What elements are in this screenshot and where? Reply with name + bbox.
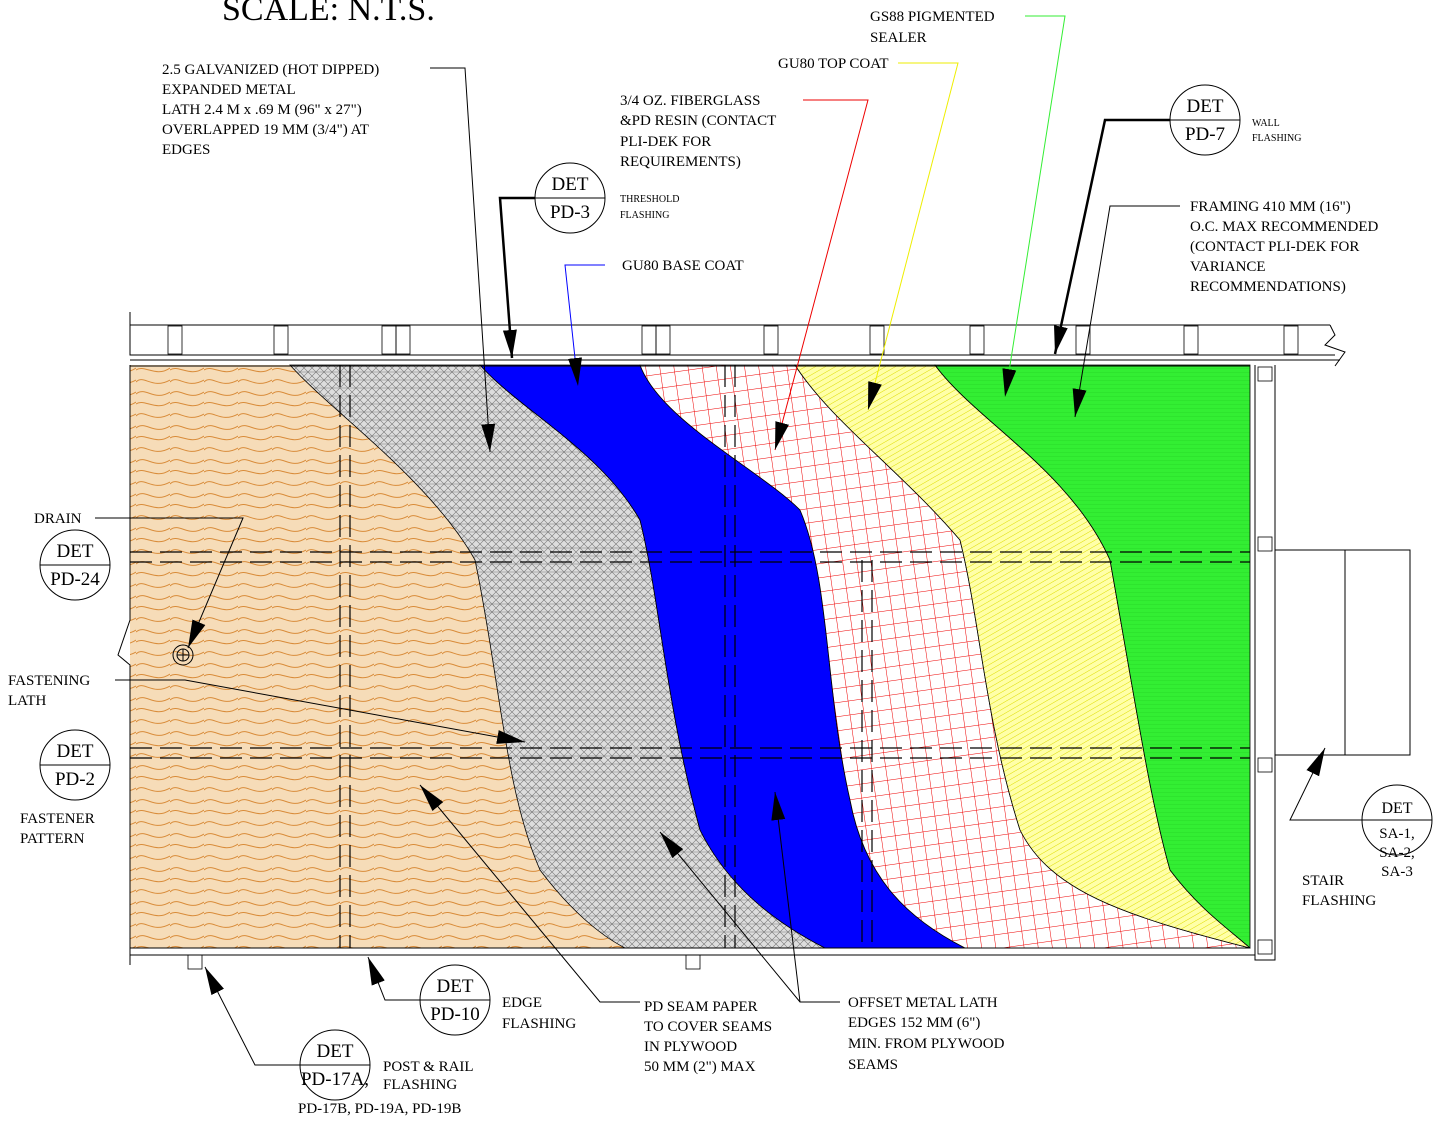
- det: DET: [437, 976, 474, 997]
- det-note: FLASHING: [1252, 133, 1301, 144]
- label: PATTERN: [20, 831, 85, 847]
- label: EDGES 152 MM (6"): [848, 1015, 980, 1031]
- det-ref: PD-3: [550, 202, 590, 223]
- det: DET: [57, 541, 94, 562]
- label: GU80 TOP COAT: [778, 56, 889, 72]
- label: GU80 BASE COAT: [622, 258, 744, 274]
- det: DET: [317, 1041, 354, 1062]
- det: DET: [1381, 800, 1412, 817]
- label: &PD RESIN (CONTACT: [620, 113, 776, 129]
- label: FASTENING: [8, 673, 90, 689]
- label: RECOMMENDATIONS): [1190, 279, 1346, 295]
- label: FLASHING: [502, 1016, 576, 1032]
- label: FLASHING: [1302, 893, 1376, 909]
- label: O.C. MAX RECOMMENDED: [1190, 219, 1379, 235]
- label: SEALER: [870, 30, 927, 46]
- det-ref: PD-24: [50, 569, 100, 590]
- label: EDGE: [502, 995, 542, 1011]
- det-ref: SA-1,: [1379, 826, 1414, 842]
- det-ref: SA-2,: [1379, 845, 1414, 861]
- label: REQUIREMENTS): [620, 154, 741, 170]
- det: DET: [57, 741, 94, 762]
- label: 2.5 GALVANIZED (HOT DIPPED): [162, 62, 379, 78]
- det-ref: PD-2: [55, 769, 95, 790]
- page: SCALE: N.T.S. 2.5 GALVANIZED (HOT DIPPED…: [0, 0, 1433, 1122]
- label: PD SEAM PAPER: [644, 999, 758, 1015]
- drawing: SCALE: N.T.S. 2.5 GALVANIZED (HOT DIPPED…: [0, 0, 1433, 1122]
- scale-title: SCALE: N.T.S.: [222, 0, 435, 28]
- label: FRAMING 410 MM (16"): [1190, 199, 1351, 215]
- deck-layers: [130, 365, 1250, 948]
- label: VARIANCE: [1190, 259, 1266, 275]
- det-note: THRESHOLD: [620, 194, 679, 205]
- label: 3/4 OZ. FIBERGLASS: [620, 93, 760, 109]
- label: LATH: [8, 693, 46, 709]
- label: PLI-DEK FOR: [620, 134, 711, 150]
- label: PD-17B, PD-19A, PD-19B: [298, 1101, 461, 1117]
- label: LATH 2.4 M x .69 M (96" x 27"): [162, 102, 362, 118]
- label: 50 MM (2") MAX: [644, 1059, 756, 1075]
- det-note: WALL: [1252, 118, 1280, 129]
- label: FASTENER: [20, 811, 95, 827]
- det-ref: PD-10: [430, 1004, 480, 1025]
- label: TO COVER SEAMS: [644, 1019, 772, 1035]
- label: (CONTACT PLI-DEK FOR: [1190, 239, 1359, 255]
- label: EDGES: [162, 142, 210, 158]
- label: STAIR: [1302, 873, 1344, 889]
- det-ref: PD-7: [1185, 124, 1225, 145]
- label: SEAMS: [848, 1057, 898, 1073]
- det-note: FLASHING: [620, 210, 669, 221]
- label: OFFSET METAL LATH: [848, 995, 998, 1011]
- det: DET: [552, 174, 589, 195]
- label: MIN. FROM PLYWOOD: [848, 1036, 1005, 1052]
- label: POST & RAIL: [383, 1059, 474, 1075]
- det: DET: [1187, 96, 1224, 117]
- label: OVERLAPPED 19 MM (3/4") AT: [162, 122, 369, 138]
- label: GS88 PIGMENTED: [870, 9, 995, 25]
- label: DRAIN: [34, 511, 82, 527]
- label: IN PLYWOOD: [644, 1039, 737, 1055]
- det-ref: PD-17A,: [301, 1069, 369, 1090]
- label: EXPANDED METAL: [162, 82, 296, 98]
- label: FLASHING: [383, 1077, 457, 1093]
- det-ref: SA-3: [1381, 864, 1413, 880]
